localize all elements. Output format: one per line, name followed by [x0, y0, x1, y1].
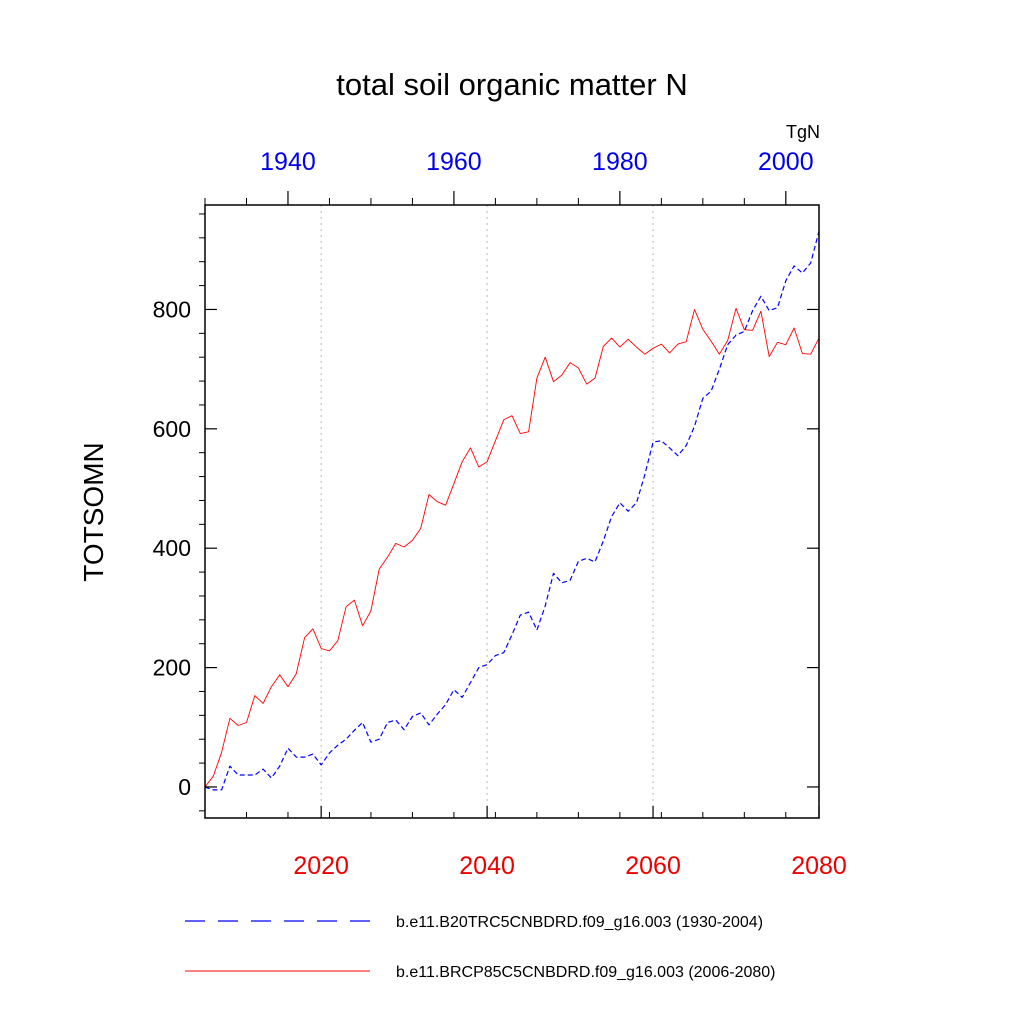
y-tick-label: 0	[178, 774, 191, 800]
bottom-tick-label: 2040	[459, 852, 515, 880]
y-tick-label: 800	[153, 296, 191, 322]
bottom-tick-label: 2060	[625, 852, 681, 880]
gridlines	[320, 205, 654, 818]
axes: 0 200 400 600 800 2020 2040 2060 2080 1940 1960 198…	[153, 148, 847, 880]
top-tick-label: 2000	[758, 148, 814, 176]
top-tick-label: 1940	[260, 148, 316, 176]
bottom-tick-label: 2020	[293, 852, 349, 880]
y-tick-label: 600	[153, 416, 191, 442]
plot-frame	[204, 204, 820, 819]
chart-title: total soil organic matter N	[336, 67, 687, 102]
top-tick-label: 1960	[426, 148, 482, 176]
series-line-historical	[204, 231, 820, 791]
series-line-rcp85	[204, 307, 820, 788]
legend: b.e11.B20TRC5CNBDRD.f09_g16.003 (1930-20…	[185, 914, 775, 981]
legend-label: b.e11.BRCP85C5CNBDRD.f09_g16.003 (2006-2…	[396, 964, 775, 981]
y-axis-label: TOTSOMN	[78, 442, 109, 581]
y-tick-label: 200	[153, 655, 191, 681]
series-lines	[204, 231, 820, 791]
y-tick-label: 400	[153, 535, 191, 561]
units-label: TgN	[786, 122, 820, 142]
bottom-tick-label: 2080	[791, 852, 847, 880]
top-tick-label: 1980	[592, 148, 648, 176]
legend-label: b.e11.B20TRC5CNBDRD.f09_g16.003 (1930-20…	[396, 914, 763, 931]
